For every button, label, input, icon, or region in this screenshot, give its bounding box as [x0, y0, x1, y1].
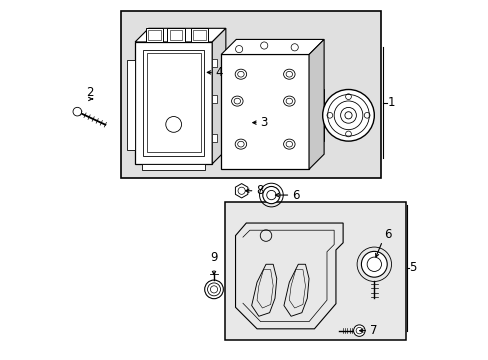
- Bar: [212, 59, 216, 67]
- Circle shape: [266, 190, 276, 200]
- Bar: [121, 12, 380, 178]
- Polygon shape: [212, 28, 225, 164]
- Circle shape: [262, 186, 280, 204]
- Text: 5: 5: [408, 261, 416, 274]
- Bar: [190, 28, 207, 42]
- Bar: [322, 90, 324, 141]
- Bar: [221, 54, 308, 169]
- Circle shape: [322, 90, 373, 141]
- Bar: [135, 42, 212, 164]
- Text: 3: 3: [260, 116, 267, 129]
- Text: 8: 8: [255, 184, 263, 197]
- Bar: [224, 202, 405, 339]
- Text: 6: 6: [383, 228, 390, 241]
- Polygon shape: [135, 28, 225, 42]
- Text: 6: 6: [292, 189, 299, 202]
- Polygon shape: [221, 40, 324, 54]
- Circle shape: [366, 257, 381, 271]
- Polygon shape: [308, 40, 324, 169]
- Text: 7: 7: [369, 324, 377, 337]
- Bar: [146, 53, 201, 152]
- Text: 9: 9: [210, 251, 217, 264]
- Circle shape: [73, 107, 81, 116]
- Circle shape: [204, 280, 223, 299]
- Circle shape: [353, 325, 365, 336]
- Text: 4: 4: [215, 66, 223, 79]
- Bar: [169, 30, 182, 40]
- Polygon shape: [235, 184, 247, 198]
- Bar: [142, 164, 204, 170]
- Bar: [212, 95, 216, 103]
- Text: 1: 1: [387, 96, 395, 109]
- Bar: [212, 134, 216, 142]
- Circle shape: [361, 251, 386, 277]
- Bar: [167, 28, 184, 42]
- Bar: [148, 30, 161, 40]
- Bar: [192, 30, 205, 40]
- Bar: [142, 50, 204, 156]
- Text: 2: 2: [86, 86, 93, 99]
- Bar: [145, 28, 163, 42]
- Bar: [127, 60, 135, 149]
